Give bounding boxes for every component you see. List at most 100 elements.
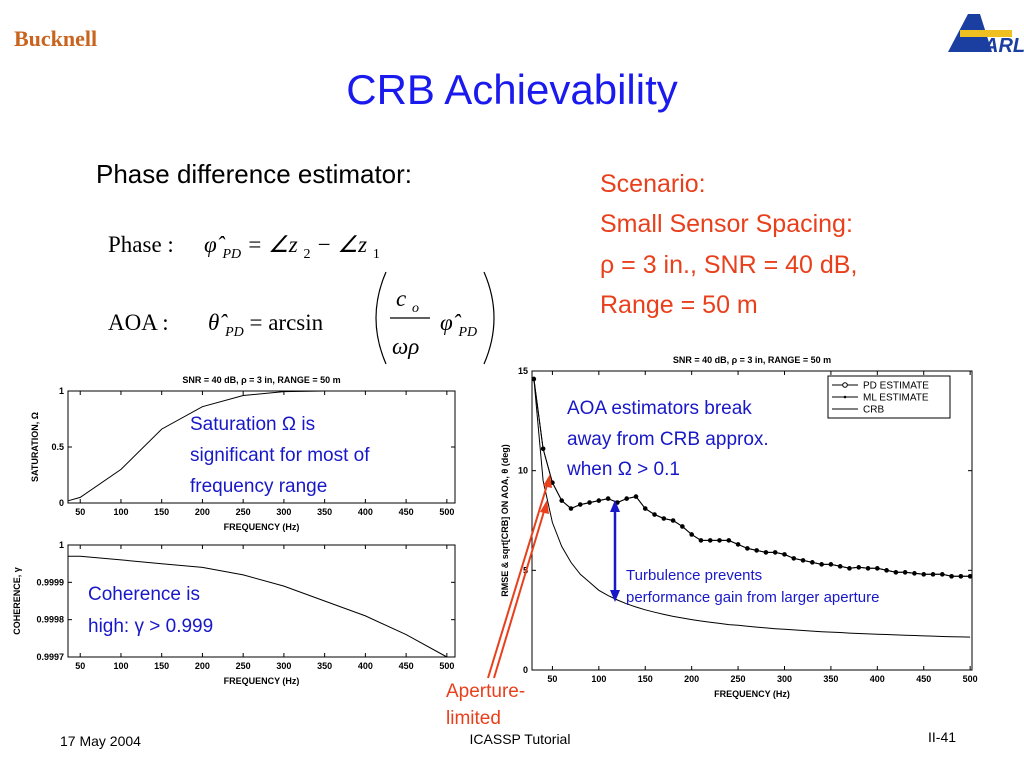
data-point (718, 539, 721, 542)
x-tick-label: 50 (75, 661, 85, 671)
y-tick-label: 1 (59, 386, 64, 396)
note-line: Saturation Ω is (190, 414, 315, 435)
footer-page: II-41 (928, 729, 956, 745)
legend-label: PD ESTIMATE (863, 381, 929, 392)
eq-symbol: c (396, 286, 406, 311)
data-point (820, 563, 823, 566)
data-line (68, 555, 448, 658)
data-point (746, 547, 749, 550)
logo-bucknell: Bucknell (14, 26, 97, 51)
note-line: high: γ > 0.999 (88, 616, 213, 637)
data-point (969, 575, 972, 578)
logo-text: ARL (983, 35, 1024, 57)
y-tick-label: 0.5 (51, 442, 64, 452)
x-tick-label: 100 (591, 674, 606, 684)
paren-left (375, 271, 387, 365)
data-point (560, 499, 563, 502)
y-axis-label: COHERENCE, γ (12, 567, 22, 635)
data-point (681, 525, 684, 528)
note-line: Turbulence prevents (626, 567, 762, 584)
x-tick-label: 300 (276, 507, 291, 517)
eq-label: AOA : (108, 310, 169, 335)
footer-event: ICASSP Tutorial (470, 731, 571, 747)
y-tick-label: 15 (518, 366, 528, 376)
logo-arl: ARL (948, 14, 1024, 57)
x-tick-label: 50 (547, 674, 557, 684)
eq-label: Phase : (108, 232, 174, 257)
x-tick-label: 350 (317, 507, 332, 517)
data-point (894, 571, 897, 574)
note-line: Aperture- (446, 681, 525, 702)
eq-sub: 2 (304, 247, 311, 262)
x-tick-label: 150 (154, 661, 169, 671)
x-tick-label: 500 (439, 507, 454, 517)
x-tick-label: 450 (916, 674, 931, 684)
plot-frame (67, 544, 456, 658)
scenario-line: Range = 50 m (600, 291, 758, 319)
arrow-shaft (487, 481, 549, 679)
data-point (699, 539, 702, 542)
eq-sub: o (412, 301, 419, 316)
x-tick-label: 300 (777, 674, 792, 684)
data-point (551, 481, 554, 484)
data-point (588, 501, 591, 504)
scenario-line: Scenario: (600, 170, 706, 198)
data-point (662, 517, 665, 520)
x-tick-label: 200 (195, 507, 210, 517)
eq-sub: PD (221, 247, 241, 262)
logo-bar (960, 30, 1012, 37)
eq-part: = ∠z (247, 232, 298, 257)
chart-title: SNR = 40 dB, ρ = 3 in, RANGE = 50 m (673, 355, 831, 365)
eq-numerator: c o (396, 286, 419, 316)
note-line: when Ω > 0.1 (566, 459, 680, 480)
legend-label: CRB (863, 405, 884, 416)
x-tick-label: 50 (75, 507, 85, 517)
x-tick-label: 100 (113, 661, 128, 671)
paren-right (483, 271, 495, 365)
x-axis-label: FREQUENCY (Hz) (224, 676, 300, 686)
data-point (913, 572, 916, 575)
slide-title: CRB Achievability (346, 66, 677, 113)
data-point (542, 447, 545, 450)
data-point (690, 533, 693, 536)
eq-part: = arcsin (249, 310, 323, 335)
data-point (922, 573, 925, 576)
y-axis-label: SATURATION, Ω (30, 412, 40, 482)
data-line (533, 378, 971, 638)
note-line: performance gain from larger aperture (626, 589, 879, 606)
eq-sub: PD (457, 325, 477, 340)
data-point (644, 507, 647, 510)
data-point (597, 499, 600, 502)
data-point (867, 567, 870, 570)
data-point (932, 573, 935, 576)
arrow-shaft (493, 507, 546, 679)
data-line (67, 390, 447, 502)
note-line: away from CRB approx. (567, 429, 769, 450)
data-point (783, 553, 786, 556)
eq-part: − ∠z (316, 232, 367, 257)
data-point (579, 503, 582, 506)
data-point (802, 559, 805, 562)
x-tick-label: 400 (358, 507, 373, 517)
scenario-line: Small Sensor Spacing: (600, 210, 853, 238)
y-tick-label: 0 (59, 498, 64, 508)
data-point (829, 563, 832, 566)
data-point (857, 566, 860, 569)
y-axis-label: RMSE & sqrt[CRB] ON AOA, θ (deg) (500, 444, 510, 597)
subtitle: Phase difference estimator: (96, 159, 412, 189)
scenario: Scenario: Small Sensor Spacing: ρ = 3 in… (600, 170, 857, 319)
data-point (876, 567, 879, 570)
y-tick-label: 0.9998 (36, 615, 64, 625)
y-tick-label: 0 (523, 665, 528, 675)
annotations: Saturation Ω is significant for most of … (88, 398, 879, 729)
x-tick-label: 300 (276, 661, 291, 671)
x-tick-label: 500 (439, 661, 454, 671)
x-tick-label: 200 (684, 674, 699, 684)
arrow-heads (540, 474, 552, 514)
data-point (959, 575, 962, 578)
footer-date: 17 May 2004 (60, 733, 141, 749)
data-point (727, 539, 730, 542)
note-line: significant for most of (190, 445, 370, 466)
